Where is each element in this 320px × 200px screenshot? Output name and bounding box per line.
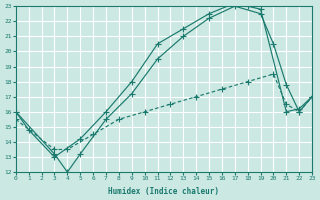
X-axis label: Humidex (Indice chaleur): Humidex (Indice chaleur) [108,187,220,196]
